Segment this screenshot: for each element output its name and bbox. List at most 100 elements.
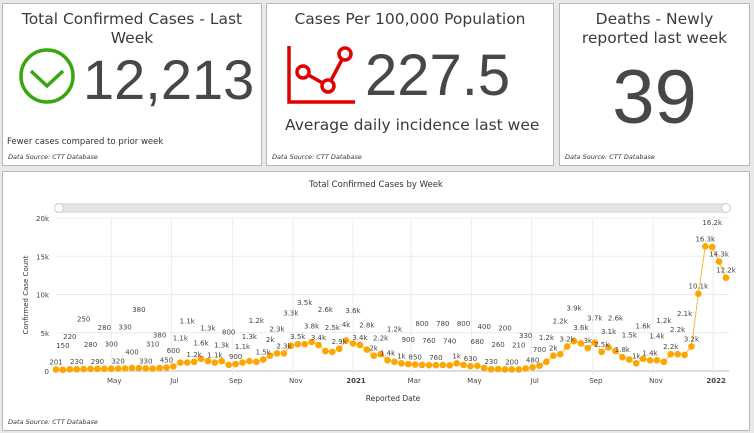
data-point	[253, 358, 260, 366]
data-point	[218, 357, 226, 365]
data-label: 3.6k	[345, 307, 361, 315]
data-label: 200	[498, 324, 511, 332]
data-point	[612, 347, 619, 355]
card-value: 12,213	[83, 48, 255, 111]
x-tick-label: May	[107, 377, 121, 385]
data-point	[59, 366, 67, 374]
data-point	[688, 343, 695, 350]
data-point	[190, 358, 198, 366]
data-point	[204, 357, 212, 365]
card-note: Fewer cases compared to prior week	[7, 137, 164, 147]
data-point	[460, 361, 467, 369]
data-label: 780	[436, 320, 449, 328]
data-label: 1.5k	[256, 349, 272, 357]
data-point	[301, 340, 308, 348]
data-label: 1.1k	[207, 352, 223, 360]
data-point	[266, 352, 274, 359]
data-label: 400	[125, 348, 138, 356]
range-handle-left[interactable]	[54, 203, 64, 213]
card-note: Average daily incidence last wee	[285, 116, 540, 134]
data-point	[501, 366, 509, 373]
data-label: 2.1k	[677, 310, 693, 318]
data-point	[639, 355, 647, 363]
data-point	[556, 350, 564, 358]
data-label: 3.8k	[304, 322, 320, 330]
y-tick-label: 0	[45, 368, 49, 376]
data-point	[107, 365, 115, 373]
data-label: 760	[429, 354, 442, 362]
data-label: 600	[167, 347, 180, 355]
data-point	[328, 348, 336, 356]
data-label: 2.5k	[594, 341, 610, 349]
data-label: 800	[457, 320, 470, 328]
data-point	[197, 355, 205, 363]
data-point	[342, 337, 350, 344]
data-label: 1.1k	[180, 318, 196, 326]
data-label: 2.2k	[670, 326, 686, 334]
data-label: 380	[153, 332, 166, 340]
data-label: 250	[77, 316, 90, 324]
data-label: 900	[402, 336, 415, 344]
data-point	[674, 350, 681, 358]
data-point	[646, 356, 654, 364]
data-label: 300	[105, 341, 118, 349]
data-point	[80, 365, 87, 373]
data-label: 1.2k	[249, 317, 265, 325]
data-point	[529, 364, 536, 371]
data-label: 700	[533, 346, 546, 354]
data-label: 1.3k	[242, 333, 258, 341]
card-total-confirmed: Total Confirmed Cases - Last Week 12,213…	[2, 3, 262, 166]
data-label: 210	[512, 341, 525, 349]
data-point	[591, 339, 599, 346]
data-point	[536, 362, 543, 369]
data-label: 230	[484, 358, 497, 366]
chart-card: Total Confirmed Cases by Week 0 5k 10k 15k 2…	[2, 171, 750, 431]
data-point	[335, 345, 343, 353]
card-cases-per-100k: Cases Per 100,000 Population 227.5 Avera…	[266, 3, 554, 166]
data-point	[232, 360, 239, 368]
range-scrollbar[interactable]	[56, 203, 728, 213]
data-label: 1k	[397, 352, 406, 360]
data-source: Data Source: CTT Database	[565, 153, 655, 161]
check-circle-icon	[19, 48, 75, 104]
data-point	[294, 340, 302, 348]
data-point	[280, 350, 288, 357]
data-label: 850	[408, 353, 421, 361]
range-handle-right[interactable]	[721, 203, 731, 213]
data-point	[570, 337, 578, 345]
data-point	[135, 364, 143, 372]
data-label: 1.4k	[380, 349, 396, 357]
data-point	[708, 243, 716, 251]
data-label: 900	[229, 353, 242, 361]
data-point	[660, 358, 668, 366]
data-point	[577, 340, 585, 347]
data-point	[363, 346, 371, 353]
data-label: 3.5k	[297, 299, 313, 307]
data-label: 1.4k	[642, 349, 658, 357]
data-label: 2.9k	[332, 338, 348, 346]
data-label: 2k	[369, 345, 378, 353]
data-label: 2.2k	[553, 318, 569, 326]
data-point	[101, 365, 108, 373]
data-label: 1.1k	[173, 335, 189, 343]
data-label: 1.3k	[214, 342, 230, 350]
data-point	[605, 343, 612, 351]
data-point	[494, 365, 502, 373]
data-label: 3.4k	[311, 334, 327, 342]
data-label: 280	[98, 324, 111, 332]
data-label: 2.6k	[318, 306, 334, 314]
data-point	[384, 356, 391, 364]
data-label: 2.2k	[663, 343, 679, 351]
data-point	[722, 274, 730, 281]
data-point	[453, 360, 460, 367]
data-point	[418, 361, 426, 369]
data-label: 3k	[584, 337, 593, 345]
data-point	[508, 366, 516, 373]
data-label: 3.9k	[566, 305, 582, 313]
data-label: 3.2k	[560, 336, 576, 344]
card-value: 39	[612, 55, 697, 140]
data-label: 2.3k	[276, 342, 292, 350]
data-point	[467, 362, 474, 370]
chart-title: Total Confirmed Cases by Week	[308, 180, 443, 190]
data-label: 1.6k	[193, 339, 209, 347]
